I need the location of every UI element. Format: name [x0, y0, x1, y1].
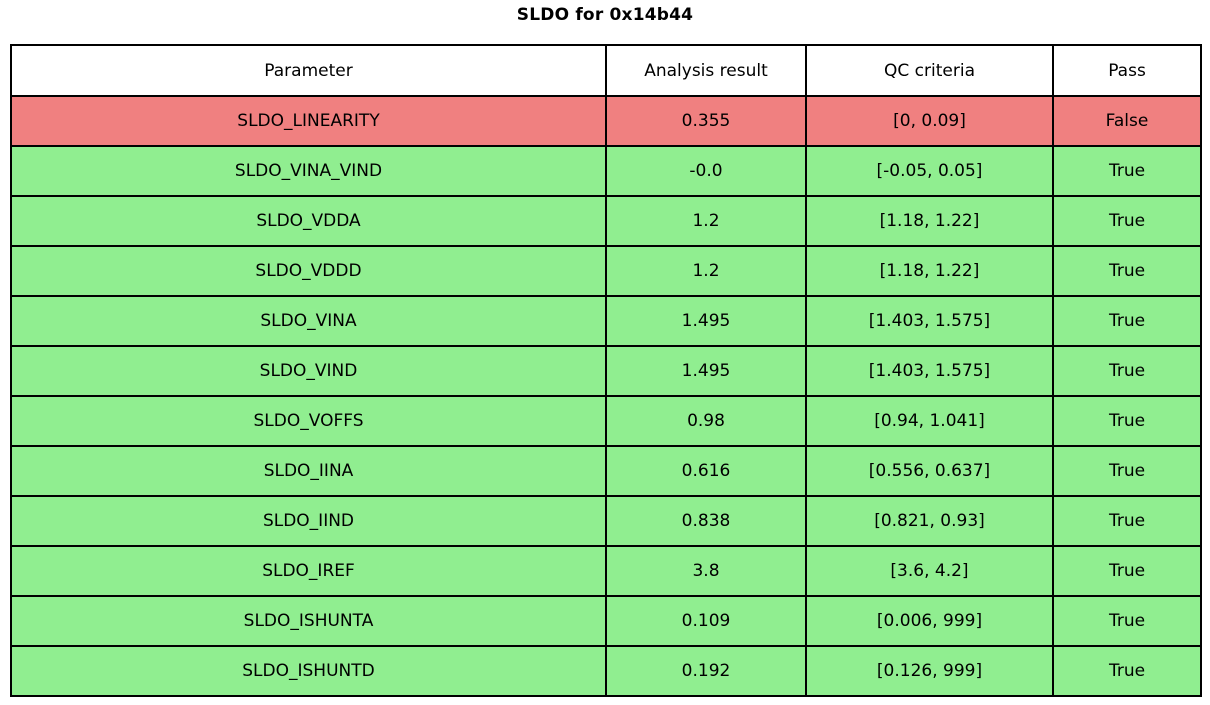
table-row: SLDO_ISHUNTD 0.192 [0.126, 999] True: [10, 645, 1202, 697]
cell-parameter: SLDO_IREF: [10, 545, 607, 597]
cell-pass: True: [1052, 245, 1202, 297]
cell-qc-criteria: [0.94, 1.041]: [805, 395, 1054, 447]
cell-analysis-result: 0.355: [605, 95, 807, 147]
cell-qc-criteria: [1.403, 1.575]: [805, 345, 1054, 397]
cell-parameter: SLDO_ISHUNTD: [10, 645, 607, 697]
table-row: SLDO_LINEARITY 0.355 [0, 0.09] False: [10, 95, 1202, 147]
cell-parameter: SLDO_VINA_VIND: [10, 145, 607, 197]
cell-parameter: SLDO_VINA: [10, 295, 607, 347]
cell-qc-criteria: [0.126, 999]: [805, 645, 1054, 697]
cell-analysis-result: 3.8: [605, 545, 807, 597]
cell-pass: True: [1052, 145, 1202, 197]
cell-parameter: SLDO_IINA: [10, 445, 607, 497]
cell-qc-criteria: [0, 0.09]: [805, 95, 1054, 147]
column-header-pass: Pass: [1052, 44, 1202, 97]
cell-qc-criteria: [1.403, 1.575]: [805, 295, 1054, 347]
cell-parameter: SLDO_VDDD: [10, 245, 607, 297]
cell-pass: True: [1052, 545, 1202, 597]
table-row: SLDO_VDDA 1.2 [1.18, 1.22] True: [10, 195, 1202, 247]
table-row: SLDO_VIND 1.495 [1.403, 1.575] True: [10, 345, 1202, 397]
cell-qc-criteria: [1.18, 1.22]: [805, 195, 1054, 247]
cell-qc-criteria: [0.821, 0.93]: [805, 495, 1054, 547]
cell-analysis-result: 0.98: [605, 395, 807, 447]
cell-parameter: SLDO_IIND: [10, 495, 607, 547]
cell-analysis-result: 0.109: [605, 595, 807, 647]
cell-qc-criteria: [-0.05, 0.05]: [805, 145, 1054, 197]
cell-pass: True: [1052, 445, 1202, 497]
column-header-analysis-result: Analysis result: [605, 44, 807, 97]
cell-analysis-result: -0.0: [605, 145, 807, 197]
cell-qc-criteria: [0.006, 999]: [805, 595, 1054, 647]
table-row: SLDO_VINA_VIND -0.0 [-0.05, 0.05] True: [10, 145, 1202, 197]
cell-parameter: SLDO_VIND: [10, 345, 607, 397]
column-header-parameter: Parameter: [10, 44, 607, 97]
table-row: SLDO_IINA 0.616 [0.556, 0.637] True: [10, 445, 1202, 497]
cell-analysis-result: 0.616: [605, 445, 807, 497]
cell-analysis-result: 0.192: [605, 645, 807, 697]
cell-parameter: SLDO_VDDA: [10, 195, 607, 247]
cell-analysis-result: 1.495: [605, 295, 807, 347]
header-row: Parameter Analysis result QC criteria Pa…: [10, 44, 1202, 97]
table-row: SLDO_VDDD 1.2 [1.18, 1.22] True: [10, 245, 1202, 297]
cell-pass: True: [1052, 195, 1202, 247]
cell-parameter: SLDO_LINEARITY: [10, 95, 607, 147]
table-row: SLDO_VOFFS 0.98 [0.94, 1.041] True: [10, 395, 1202, 447]
page-title: SLDO for 0x14b44: [516, 5, 694, 25]
table-header: Parameter Analysis result QC criteria Pa…: [10, 44, 1202, 97]
cell-qc-criteria: [0.556, 0.637]: [805, 445, 1054, 497]
cell-pass: True: [1052, 495, 1202, 547]
cell-pass: False: [1052, 95, 1202, 147]
cell-analysis-result: 1.495: [605, 345, 807, 397]
cell-analysis-result: 0.838: [605, 495, 807, 547]
cell-pass: True: [1052, 295, 1202, 347]
cell-pass: True: [1052, 595, 1202, 647]
table-row: SLDO_IIND 0.838 [0.821, 0.93] True: [10, 495, 1202, 547]
table-row: SLDO_ISHUNTA 0.109 [0.006, 999] True: [10, 595, 1202, 647]
column-header-qc-criteria: QC criteria: [805, 44, 1054, 97]
table-body: SLDO_LINEARITY 0.355 [0, 0.09] False SLD…: [10, 95, 1202, 697]
cell-analysis-result: 1.2: [605, 245, 807, 297]
qc-results-table: Parameter Analysis result QC criteria Pa…: [10, 44, 1202, 697]
table-row: SLDO_IREF 3.8 [3.6, 4.2] True: [10, 545, 1202, 597]
cell-qc-criteria: [1.18, 1.22]: [805, 245, 1054, 297]
cell-qc-criteria: [3.6, 4.2]: [805, 545, 1054, 597]
cell-analysis-result: 1.2: [605, 195, 807, 247]
cell-pass: True: [1052, 395, 1202, 447]
cell-parameter: SLDO_ISHUNTA: [10, 595, 607, 647]
cell-pass: True: [1052, 345, 1202, 397]
cell-parameter: SLDO_VOFFS: [10, 395, 607, 447]
table-row: SLDO_VINA 1.495 [1.403, 1.575] True: [10, 295, 1202, 347]
cell-pass: True: [1052, 645, 1202, 697]
